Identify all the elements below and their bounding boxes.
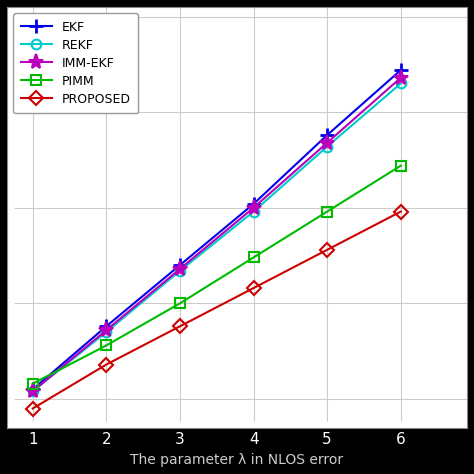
- EKF: [103, 323, 109, 329]
- PROPOSED: [30, 406, 36, 411]
- PIMM: [30, 381, 36, 386]
- EKF: [251, 201, 256, 207]
- PROPOSED: [324, 247, 330, 253]
- Line: EKF: EKF: [26, 63, 408, 396]
- PROPOSED: [251, 285, 256, 291]
- PIMM: [177, 301, 183, 306]
- PIMM: [324, 209, 330, 214]
- Line: PROPOSED: PROPOSED: [28, 207, 406, 413]
- IMM-EKF: [177, 266, 183, 272]
- Line: PIMM: PIMM: [28, 161, 406, 389]
- REKF: [398, 81, 404, 86]
- PROPOSED: [103, 362, 109, 367]
- IMM-EKF: [251, 205, 256, 210]
- PROPOSED: [398, 209, 404, 214]
- Line: REKF: REKF: [28, 79, 406, 396]
- REKF: [30, 389, 36, 394]
- PIMM: [103, 343, 109, 348]
- Line: IMM-EKF: IMM-EKF: [25, 70, 409, 399]
- EKF: [30, 387, 36, 392]
- EKF: [398, 67, 404, 73]
- IMM-EKF: [398, 75, 404, 81]
- IMM-EKF: [103, 327, 109, 333]
- REKF: [103, 329, 109, 335]
- PIMM: [251, 255, 256, 260]
- EKF: [324, 132, 330, 138]
- PIMM: [398, 163, 404, 168]
- Legend: EKF, REKF, IMM-EKF, PIMM, PROPOSED: EKF, REKF, IMM-EKF, PIMM, PROPOSED: [13, 13, 138, 113]
- EKF: [177, 262, 183, 268]
- REKF: [324, 144, 330, 149]
- IMM-EKF: [324, 140, 330, 146]
- REKF: [251, 209, 256, 214]
- X-axis label: The parameter λ in NLOS error: The parameter λ in NLOS error: [130, 453, 344, 467]
- PROPOSED: [177, 323, 183, 329]
- REKF: [177, 268, 183, 273]
- IMM-EKF: [30, 389, 36, 394]
